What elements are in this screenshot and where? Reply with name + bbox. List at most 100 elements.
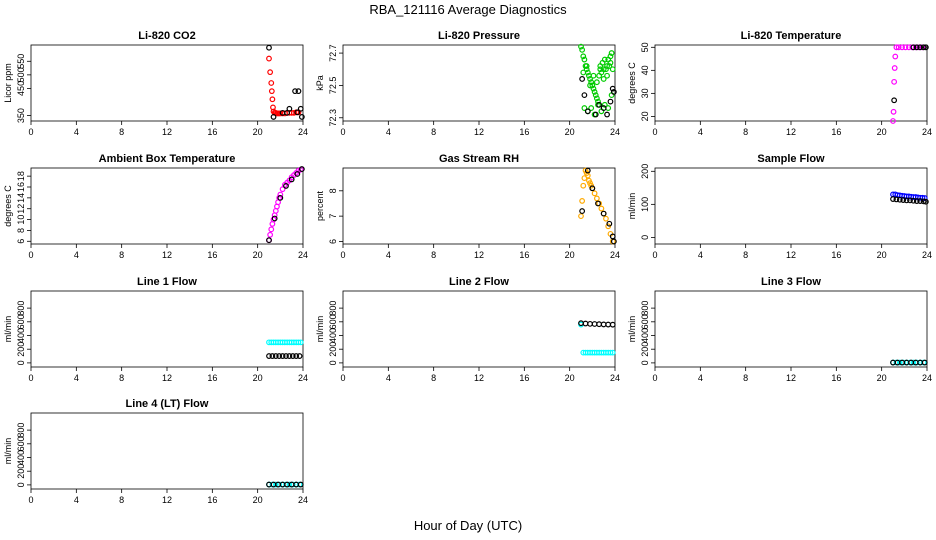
- plot-frame: [342, 44, 616, 122]
- x-tick-label: 8: [431, 127, 436, 137]
- y-tick-label: 8: [328, 188, 338, 193]
- x-tick-label: 24: [610, 250, 620, 260]
- data-point: [288, 176, 295, 183]
- data-point: [600, 76, 607, 82]
- data-point: [595, 98, 601, 105]
- data-point: [907, 197, 913, 204]
- data-point: [295, 88, 302, 95]
- y-tick-label: 6: [328, 239, 338, 244]
- data-point: [266, 44, 272, 51]
- data-point: [284, 109, 291, 116]
- data-point: [268, 226, 275, 233]
- data-point: [581, 56, 588, 63]
- x-tick-label: 12: [162, 495, 172, 505]
- x-tick-label: 16: [831, 250, 841, 260]
- data-point: [267, 69, 274, 76]
- x-tick-label: 8: [431, 373, 436, 383]
- x-tick-label: 16: [519, 250, 529, 260]
- data-point: [610, 238, 617, 245]
- data-point: [294, 109, 301, 116]
- data-point: [268, 80, 275, 86]
- y-tick-label: 0: [328, 360, 338, 365]
- x-tick-label: 20: [877, 127, 887, 137]
- chart-title: Li-820 Pressure: [438, 30, 520, 42]
- y-tick-label: 6: [16, 239, 26, 244]
- plot-frame: [654, 167, 928, 245]
- data-point: [296, 353, 303, 359]
- y-tick-label: 800: [16, 301, 26, 316]
- data-point: [297, 481, 304, 488]
- data-point: [609, 321, 616, 328]
- data-point: [590, 72, 597, 79]
- y-tick-label: 14: [16, 193, 26, 203]
- data-point: [604, 111, 610, 118]
- y-tick-label: 0: [16, 482, 26, 487]
- data-point: [890, 108, 897, 115]
- data-point: [591, 190, 598, 197]
- x-tick-label: 0: [28, 495, 33, 505]
- y-axis-label: kPa: [315, 75, 325, 91]
- y-tick-label: 200: [328, 342, 338, 357]
- x-tick-label: 0: [652, 127, 657, 137]
- chart-panel: Li-820 Pressure 0 4 8 12 16 20 24 72.3 72.5 72.7 kP…: [315, 30, 620, 137]
- data-point: [910, 197, 917, 204]
- data-point: [297, 105, 304, 112]
- x-tick-label: 16: [207, 495, 217, 505]
- x-tick-label: 8: [743, 250, 748, 260]
- x-tick-label: 0: [340, 250, 345, 260]
- page-title: RBA_121116 Average Diagnostics: [369, 2, 567, 17]
- plot-frame: [654, 44, 928, 122]
- x-tick-label: 20: [565, 127, 575, 137]
- data-point: [269, 353, 276, 359]
- x-tick-label: 0: [340, 373, 345, 383]
- x-tick-label: 20: [565, 373, 575, 383]
- plot-frame: [30, 167, 304, 245]
- data-point: [893, 196, 900, 203]
- data-point: [920, 44, 927, 51]
- y-tick-label: 100: [640, 197, 650, 212]
- x-tick-label: 24: [298, 373, 308, 383]
- y-axis-label: ml/min: [627, 316, 637, 343]
- x-tick-label: 4: [74, 373, 79, 383]
- data-point: [267, 231, 274, 238]
- x-tick-label: 8: [743, 127, 748, 137]
- data-point: [899, 44, 905, 51]
- x-tick-label: 16: [519, 127, 529, 137]
- data-point: [891, 65, 898, 71]
- data-point: [604, 63, 610, 69]
- data-point: [592, 92, 599, 99]
- data-point: [604, 72, 610, 79]
- x-tick-label: 24: [298, 495, 308, 505]
- chart-title: Line 3 Flow: [761, 276, 821, 288]
- data-point: [579, 198, 586, 204]
- data-point: [279, 186, 286, 193]
- data-point: [289, 353, 296, 359]
- data-point: [292, 88, 298, 95]
- y-tick-label: 0: [16, 360, 26, 365]
- x-tick-label: 0: [340, 127, 345, 137]
- data-point: [600, 105, 607, 111]
- data-point: [605, 321, 612, 328]
- x-tick-label: 16: [519, 373, 529, 383]
- data-point: [286, 481, 293, 488]
- x-tick-label: 16: [207, 127, 217, 137]
- data-point: [582, 320, 589, 327]
- data-point: [268, 88, 275, 95]
- data-point: [589, 82, 596, 89]
- chart-title: Sample Flow: [757, 153, 825, 165]
- data-point: [579, 46, 586, 53]
- y-tick-label: 400: [328, 328, 338, 343]
- data-point: [607, 98, 614, 105]
- data-point: [610, 88, 617, 95]
- x-tick-label: 20: [253, 127, 263, 137]
- y-tick-label: 350: [16, 108, 26, 123]
- data-point: [266, 353, 272, 359]
- y-tick-label: 200: [16, 342, 26, 357]
- x-tick-label: 8: [119, 495, 124, 505]
- data-point: [581, 92, 588, 99]
- x-tick-label: 12: [162, 127, 172, 137]
- y-tick-label: 550: [16, 54, 26, 69]
- data-point: [608, 50, 615, 56]
- data-point: [587, 82, 593, 89]
